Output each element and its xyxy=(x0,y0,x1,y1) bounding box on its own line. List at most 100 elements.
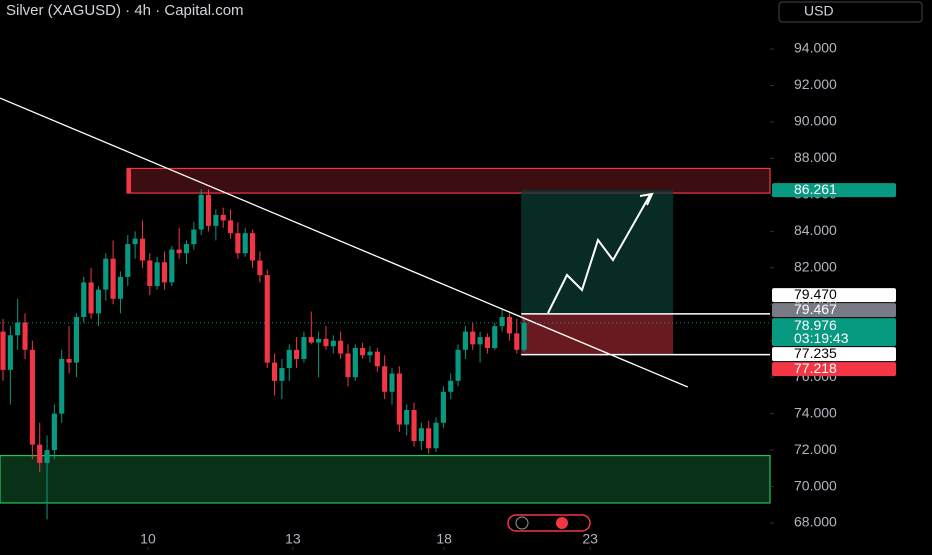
price-label: 77.218 xyxy=(794,360,837,376)
zone xyxy=(0,454,771,504)
candle-body xyxy=(272,362,278,381)
candle-body xyxy=(15,322,21,336)
candle-body xyxy=(249,233,256,261)
candle-body xyxy=(161,262,168,283)
candle-body xyxy=(213,214,219,226)
candle-body xyxy=(235,233,241,254)
candle-body xyxy=(499,317,505,327)
stop-area xyxy=(521,313,674,355)
candle-body xyxy=(316,338,322,343)
candle-body xyxy=(514,333,520,350)
candle-body xyxy=(396,373,402,425)
candle-body xyxy=(169,249,175,283)
price-label-box xyxy=(772,288,896,303)
candle-body xyxy=(433,422,439,449)
candle-body xyxy=(477,337,483,345)
icon xyxy=(556,517,568,529)
candle-body xyxy=(345,353,351,378)
candle-body xyxy=(22,322,28,350)
zone xyxy=(126,167,771,194)
candle-body xyxy=(301,337,307,359)
candle-body xyxy=(521,322,527,350)
y-tick-label: 82.000 xyxy=(794,259,837,275)
candle-body xyxy=(59,358,65,414)
countdown-label: 03:19:43 xyxy=(794,330,849,346)
candle-body xyxy=(147,260,153,287)
price-label-box xyxy=(772,362,896,377)
x-tick-label: 13 xyxy=(285,531,301,547)
x-tick-label: 18 xyxy=(436,531,452,547)
candle-body xyxy=(81,282,87,318)
candle-body xyxy=(294,349,300,359)
candle-body xyxy=(7,335,13,370)
price-label: 79.467 xyxy=(794,301,837,317)
icon-badge xyxy=(507,514,591,532)
price-label: 86.261 xyxy=(794,181,837,197)
trendline xyxy=(0,97,689,388)
candle-body xyxy=(88,282,94,314)
candle-body xyxy=(191,229,197,245)
candle-body xyxy=(73,317,79,363)
x-tick-label: 23 xyxy=(582,531,598,547)
candle-body xyxy=(404,409,410,425)
candle-body xyxy=(308,337,314,343)
x-tick-label: 10 xyxy=(140,531,156,547)
candle-body xyxy=(29,349,35,445)
candle-body xyxy=(440,391,446,423)
y-tick-label: 88.000 xyxy=(794,149,837,165)
candle-body xyxy=(110,258,116,299)
price-label-box xyxy=(772,347,896,362)
candle-body xyxy=(0,331,6,370)
y-tick-label: 70.000 xyxy=(794,477,837,493)
candle-body xyxy=(389,373,395,392)
candle-body xyxy=(242,233,248,254)
price-label-box xyxy=(772,183,896,198)
candle-body xyxy=(139,238,146,261)
candle-body xyxy=(227,220,234,234)
candle-body xyxy=(352,348,358,378)
price-axis: 68.00070.00072.00074.00076.00078.00080.0… xyxy=(140,40,896,550)
target-area xyxy=(521,190,674,314)
candle-body xyxy=(411,409,417,441)
candle-body xyxy=(484,337,490,349)
candle-body xyxy=(470,331,476,345)
candle-body xyxy=(37,444,43,463)
candle-body xyxy=(323,338,329,347)
candle-body xyxy=(220,214,226,221)
candle-body xyxy=(132,238,138,245)
zone-edge xyxy=(127,168,132,194)
candle-body xyxy=(360,348,366,356)
candle-body xyxy=(374,351,380,367)
candle-body xyxy=(455,349,461,381)
candle-body xyxy=(492,326,498,349)
price-label: 79.470 xyxy=(794,286,837,302)
candle-body xyxy=(183,244,190,254)
y-tick-label: 90.000 xyxy=(794,113,837,129)
price-label-box xyxy=(772,318,896,347)
y-tick-label: 92.000 xyxy=(794,76,837,92)
candle-body xyxy=(286,349,292,369)
price-label: 78.976 xyxy=(794,317,837,333)
icon xyxy=(515,516,529,530)
candle-body xyxy=(66,358,72,363)
candle-body xyxy=(125,244,131,277)
y-tick-label: 84.000 xyxy=(794,222,837,238)
y-tick-label: 68.000 xyxy=(794,514,837,530)
candle-body xyxy=(154,262,160,287)
y-tick-label: 72.000 xyxy=(794,441,837,457)
candle-body xyxy=(448,380,454,392)
currency-button[interactable] xyxy=(778,1,923,23)
price-label-box xyxy=(772,303,896,318)
candle-body xyxy=(51,413,57,451)
currency-label: USD xyxy=(804,3,834,19)
candle-body xyxy=(44,450,50,463)
candle-body xyxy=(367,351,373,356)
candle-body xyxy=(462,331,468,350)
plot-area xyxy=(0,97,771,520)
candle-body xyxy=(330,340,336,347)
candle-body xyxy=(279,368,285,381)
candle-body xyxy=(117,276,124,299)
candle-body xyxy=(418,428,424,441)
bottom-icons xyxy=(507,514,591,532)
